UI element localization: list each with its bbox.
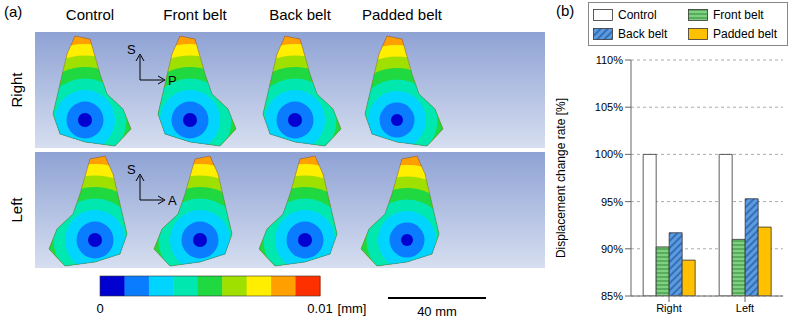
- svg-text:S: S: [127, 162, 136, 177]
- svg-text:110%: 110%: [596, 54, 624, 66]
- svg-text:40 mm: 40 mm: [417, 304, 457, 319]
- html-text:Front belt: Front belt: [713, 7, 764, 22]
- svg-text:Padded belt: Padded belt: [362, 6, 443, 23]
- svg-text:[mm]: [mm]: [338, 301, 367, 316]
- svg-text:0.01: 0.01: [307, 301, 332, 316]
- html-text:Padded belt: Padded belt: [713, 26, 778, 41]
- svg-text:Control: Control: [66, 6, 114, 23]
- svg-text:90%: 90%: [601, 243, 623, 255]
- svg-text:Right: Right: [8, 72, 25, 108]
- svg-text:Right: Right: [656, 302, 682, 314]
- svg-text:Left: Left: [8, 197, 25, 223]
- svg-text:0: 0: [96, 301, 103, 316]
- svg-text:Back belt: Back belt: [269, 6, 332, 23]
- svg-text:85%: 85%: [601, 290, 623, 302]
- svg-text:(a): (a): [4, 3, 22, 20]
- svg-text:Front belt: Front belt: [163, 6, 227, 23]
- html-text:Control: Control: [618, 7, 657, 22]
- svg-text:95%: 95%: [601, 196, 623, 208]
- html-text:(b): (b): [556, 2, 575, 19]
- svg-text:100%: 100%: [595, 148, 623, 160]
- svg-text:Left: Left: [736, 302, 754, 314]
- svg-text:S: S: [127, 42, 136, 57]
- svg-text:P: P: [168, 73, 177, 88]
- svg-text:105%: 105%: [595, 101, 623, 113]
- svg-text:A: A: [168, 193, 177, 208]
- html-text:Back belt: Back belt: [618, 26, 668, 41]
- svg-text:Displacement change rate [%]: Displacement change rate [%]: [554, 98, 568, 258]
